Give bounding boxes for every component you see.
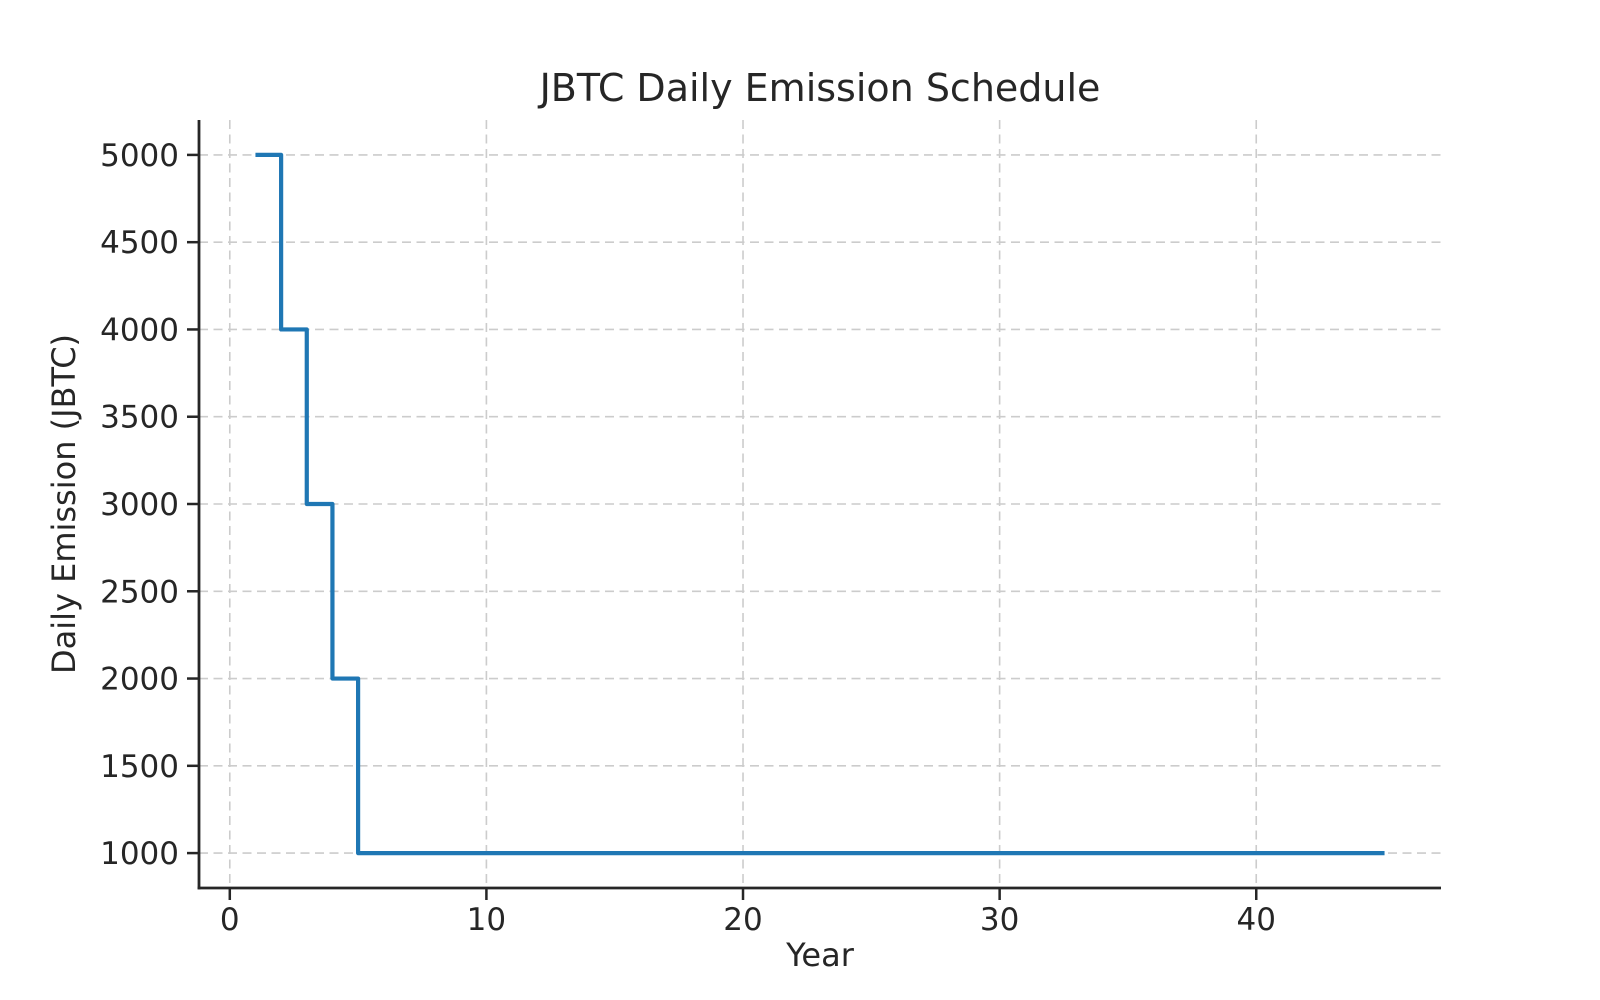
tick-labels: 0 10 20 30 40 1000 1500 2000 2500 3000 3500 4000 450… [100,138,1276,938]
tick-marks [187,153,1258,900]
chart-title: JBTC Daily Emission Schedule [538,66,1101,110]
x-axis-label: Year [785,936,855,974]
x-tick-label: 20 [723,902,762,938]
axes-spines [197,120,1441,890]
y-tick-label: 3500 [100,400,179,436]
x-tick-label: 0 [220,902,240,938]
y-tick-label: 2500 [100,574,179,610]
y-tick-label: 1000 [100,836,179,872]
y-tick-label: 1500 [100,749,179,785]
emission-line-path [255,152,1385,856]
gridlines [199,120,1441,888]
y-tick-label: 2000 [100,662,179,698]
x-tick-label: 30 [980,902,1019,938]
y-axis-label: Daily Emission (JBTC) [45,334,83,674]
y-tick-label: 4000 [100,312,179,348]
x-tick-label: 40 [1237,902,1276,938]
y-tick-label: 4500 [100,225,179,261]
emission-step-line [255,152,1385,856]
y-tick-label: 5000 [100,138,179,174]
x-tick-label: 10 [467,902,506,938]
y-tick-label: 3000 [100,487,179,523]
